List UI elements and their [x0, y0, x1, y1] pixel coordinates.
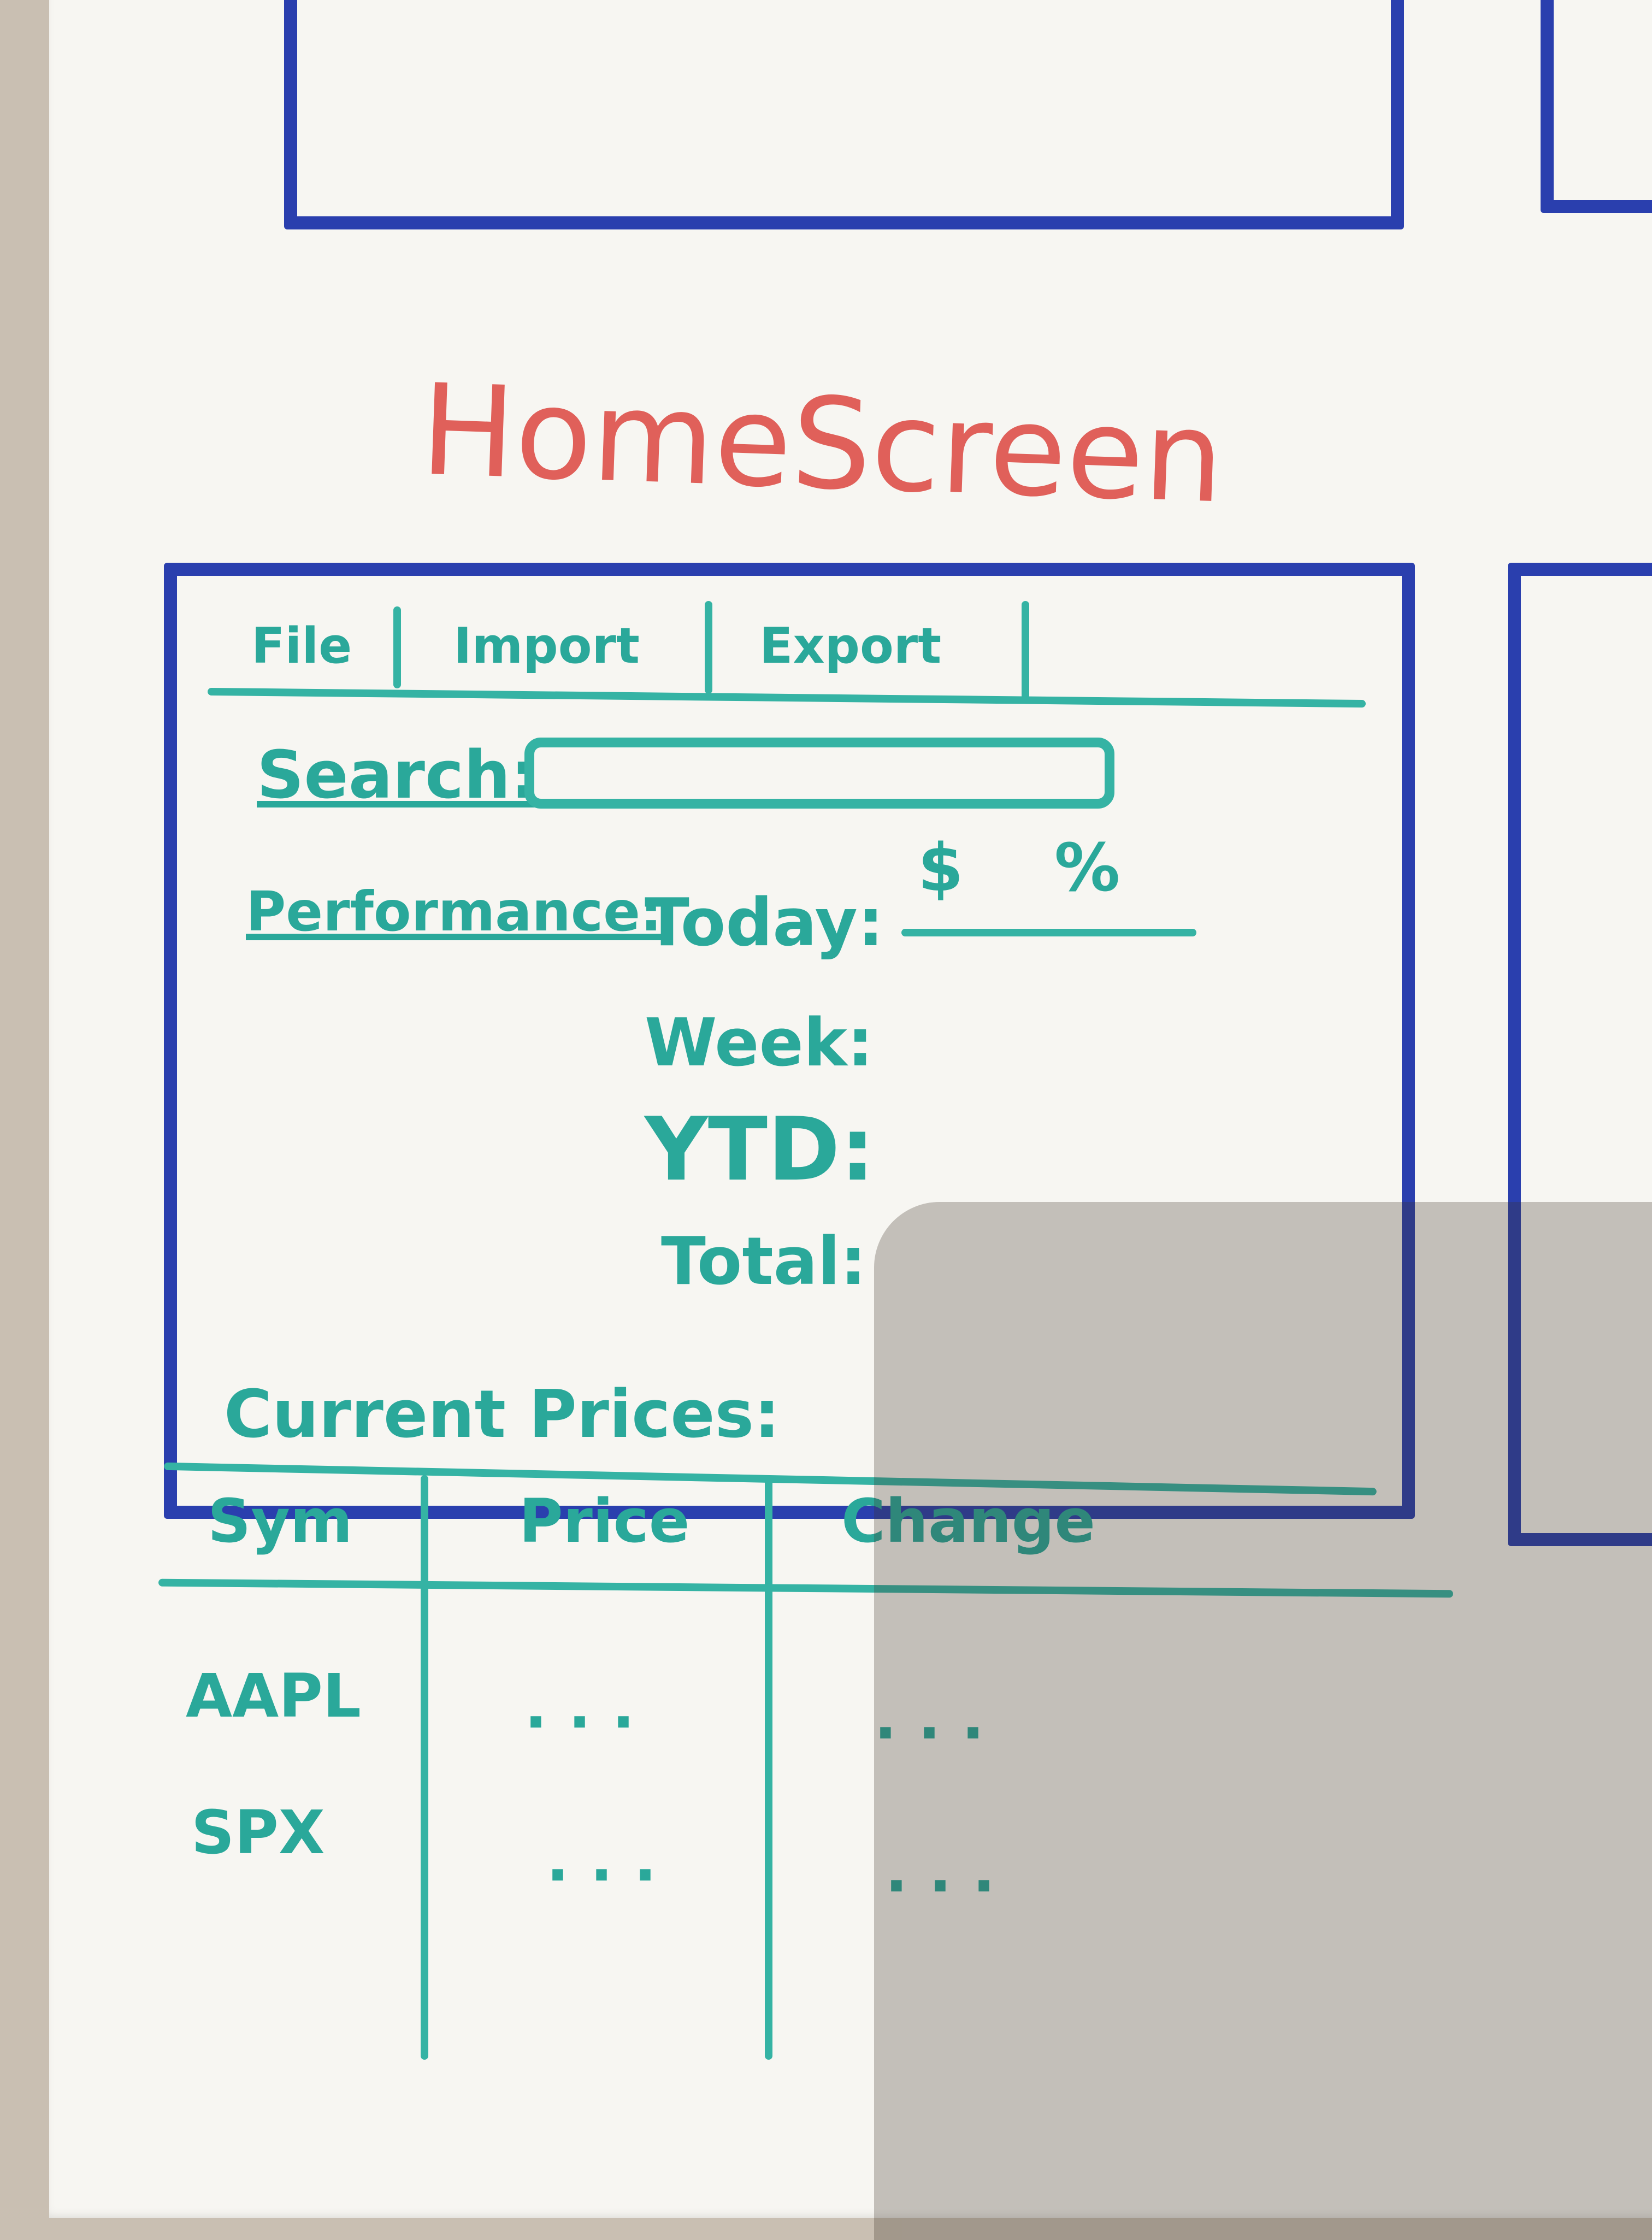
app-window [164, 563, 1415, 1519]
prices-col-divider-2 [765, 1475, 772, 2060]
prices-header-change: Change [841, 1486, 1095, 1556]
menu-file[interactable]: File [251, 617, 352, 675]
performance-header-underline [901, 929, 1196, 936]
performance-row-ytd: YTD: [645, 1098, 875, 1200]
prices-row-change: . . . [885, 1836, 995, 1906]
prices-row-change: . . . [874, 1683, 984, 1753]
prices-row-price: . . . [546, 1825, 657, 1895]
whiteboard [49, 0, 1652, 2218]
prices-row-symbol: AAPL [186, 1661, 361, 1731]
menu-divider [1022, 601, 1029, 699]
performance-col-percent: % [1054, 830, 1120, 906]
performance-row-total: Total: [661, 1224, 866, 1300]
previous-screen-frame-left [284, 0, 1404, 229]
performance-label: Performance: [246, 880, 662, 944]
menu-divider [705, 601, 712, 694]
menu-export[interactable]: Export [759, 617, 942, 675]
performance-row-week: Week: [645, 1005, 874, 1081]
search-input[interactable] [524, 738, 1114, 809]
prices-header-price: Price [519, 1486, 690, 1556]
prices-row-price: . . . [524, 1672, 635, 1742]
prices-col-divider-1 [421, 1475, 428, 2060]
previous-screen-frame-right [1541, 0, 1652, 213]
performance-row-today: Today: [645, 885, 884, 961]
prices-header-symbol: Sym [208, 1486, 353, 1556]
current-prices-title: Current Prices: [224, 1377, 781, 1453]
screen-title: HomeScreen [418, 357, 1226, 532]
menu-import[interactable]: Import [453, 617, 640, 675]
menu-divider [393, 606, 401, 688]
performance-col-dollar: $ [918, 830, 964, 906]
search-label: Search: [257, 738, 537, 814]
next-screen-frame [1508, 563, 1652, 1546]
prices-row-symbol: SPX [191, 1797, 325, 1867]
hand-shadow [874, 1202, 1652, 2240]
